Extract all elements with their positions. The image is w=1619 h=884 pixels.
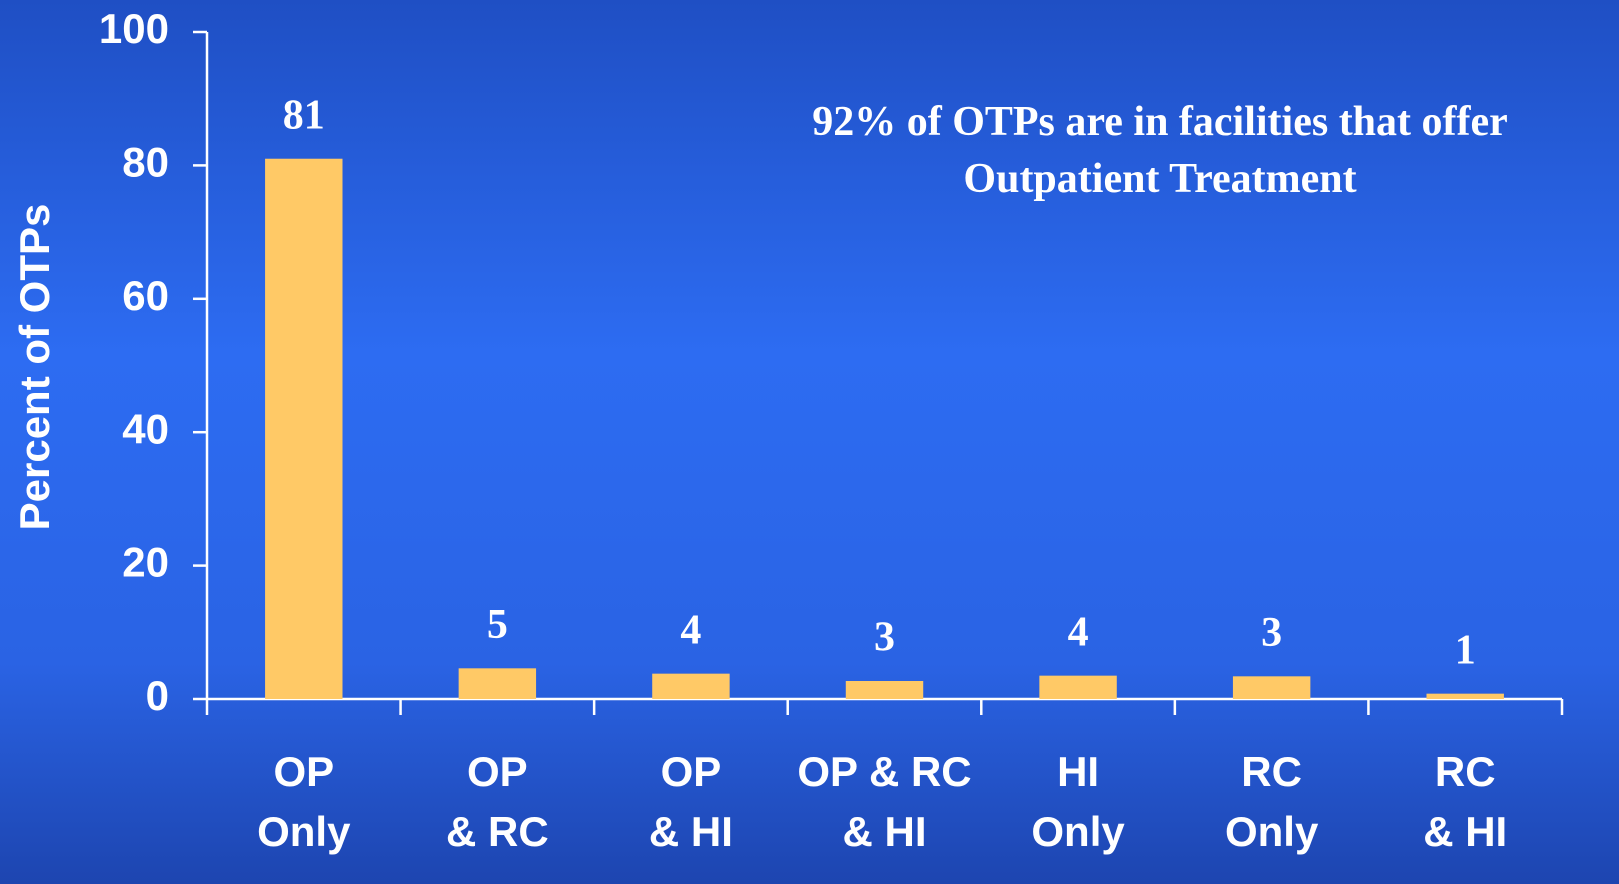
bar: [1232, 676, 1311, 699]
y-axis-label: Percent of OTPs: [11, 204, 58, 531]
bar: [1039, 675, 1117, 699]
y-tick-label: 0: [146, 672, 169, 719]
bar: [458, 668, 537, 699]
x-tick-label: OP Only: [257, 748, 351, 855]
value-label: 5: [487, 602, 508, 648]
bar: [652, 673, 730, 699]
value-label: 1: [1455, 627, 1476, 673]
value-label: 3: [874, 615, 895, 661]
value-label: 81: [283, 92, 325, 138]
value-label: 3: [1261, 610, 1282, 656]
bar: [1426, 693, 1504, 699]
x-tick-label: HI Only: [1031, 748, 1125, 855]
x-tick-label: RC Only: [1225, 748, 1319, 855]
x-tick-label: OP & RC: [446, 748, 549, 855]
y-tick-label: 20: [122, 539, 169, 586]
y-tick-label: 100: [99, 5, 169, 52]
value-label: 4: [680, 607, 701, 653]
bar: [845, 680, 924, 699]
bar: [265, 158, 343, 700]
y-tick-label: 40: [122, 405, 169, 452]
value-label: 4: [1068, 609, 1089, 655]
y-tick-label: 60: [122, 272, 169, 319]
x-tick-label: RC & HI: [1423, 748, 1507, 855]
x-tick-label: OP & HI: [649, 748, 733, 855]
annotation: 92% of OTPs are in facilities that offer…: [812, 99, 1508, 202]
y-tick-label: 80: [122, 138, 169, 185]
x-tick-label: OP & RC & HI: [797, 748, 971, 855]
